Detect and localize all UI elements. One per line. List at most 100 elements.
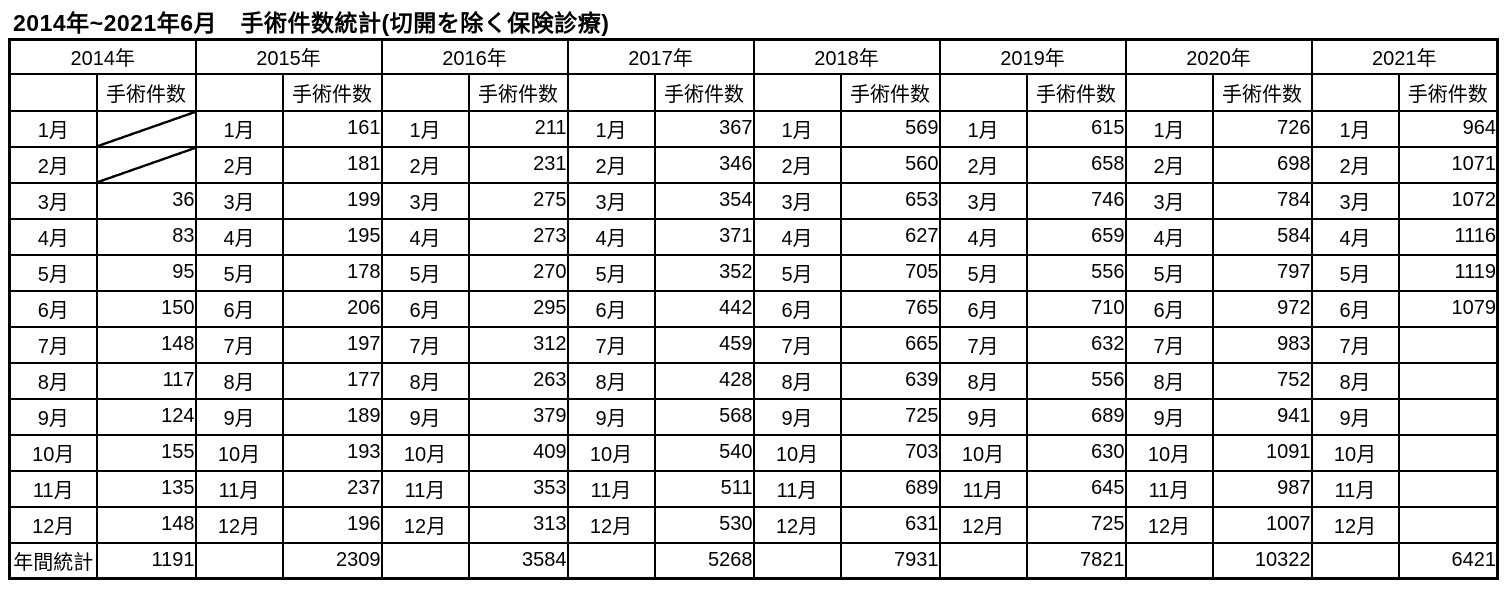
empty-cell xyxy=(752,541,842,580)
month-row: 1月 1月 161 1月 211 1月 367 1月 569 1月 615 1月 726 1月 964 xyxy=(8,109,1499,148)
count-value-cell: 659 xyxy=(1025,217,1127,256)
count-value-cell: 95 xyxy=(95,253,197,292)
count-value-cell xyxy=(1397,505,1499,544)
count-value-cell: 195 xyxy=(281,217,383,256)
month-label-cell: 9月 xyxy=(1124,397,1214,436)
month-label-cell: 6月 xyxy=(752,289,842,328)
count-value-cell: 540 xyxy=(653,433,755,472)
count-value-cell: 409 xyxy=(467,433,569,472)
count-value-cell xyxy=(1397,433,1499,472)
month-label-cell: 8月 xyxy=(566,361,656,400)
month-label-cell: 4月 xyxy=(8,217,98,256)
month-label-cell: 4月 xyxy=(380,217,470,256)
count-value-cell: 752 xyxy=(1211,361,1313,400)
empty-cell xyxy=(1124,541,1214,580)
month-label-cell: 2月 xyxy=(752,145,842,184)
month-label-cell: 5月 xyxy=(752,253,842,292)
no-data-diagonal-cell xyxy=(95,109,197,148)
month-label-cell: 7月 xyxy=(566,325,656,364)
annual-total-value-cell: 7821 xyxy=(1025,541,1127,580)
month-label-cell: 8月 xyxy=(380,361,470,400)
month-label-cell: 2月 xyxy=(194,145,284,184)
month-label-cell: 2月 xyxy=(566,145,656,184)
count-value-cell: 346 xyxy=(653,145,755,184)
count-value-cell: 148 xyxy=(95,505,197,544)
year-header-row: 2014年 2015年 2016年 2017年 2018年 2019年 2020… xyxy=(8,38,1499,75)
month-row: 2月 2月 181 2月 231 2月 346 2月 560 2月 658 2月 698 2月 1071 xyxy=(8,145,1499,184)
count-value-cell: 263 xyxy=(467,361,569,400)
month-label-cell: 7月 xyxy=(1310,325,1400,364)
month-label-cell: 11月 xyxy=(566,469,656,508)
month-label-cell: 6月 xyxy=(194,289,284,328)
month-label-cell: 3月 xyxy=(752,181,842,220)
month-label-cell: 1月 xyxy=(566,109,656,148)
month-label-cell: 9月 xyxy=(380,397,470,436)
year-header-2015: 2015年 xyxy=(194,38,383,75)
month-label-cell: 5月 xyxy=(8,253,98,292)
annual-total-value-cell: 3584 xyxy=(467,541,569,580)
count-value-cell: 1119 xyxy=(1397,253,1499,292)
count-value-cell xyxy=(1397,469,1499,508)
column-subheader-row: 手術件数 手術件数 手術件数 手術件数 手術件数 手術件数 手術件数 手術件数 xyxy=(8,72,1499,112)
count-value-cell: 148 xyxy=(95,325,197,364)
month-label-cell: 4月 xyxy=(752,217,842,256)
month-label-cell: 7月 xyxy=(752,325,842,364)
count-value-cell: 206 xyxy=(281,289,383,328)
month-label-cell: 10月 xyxy=(938,433,1028,472)
count-value-cell: 354 xyxy=(653,181,755,220)
month-label-cell: 6月 xyxy=(8,289,98,328)
month-label-cell: 9月 xyxy=(938,397,1028,436)
count-column-header: 手術件数 xyxy=(1025,72,1127,112)
count-value-cell: 705 xyxy=(839,253,941,292)
month-label-cell: 8月 xyxy=(194,361,284,400)
month-label-cell: 1月 xyxy=(1124,109,1214,148)
month-row: 11月 135 11月 237 11月 353 11月 511 11月 689 11月 645 11月 9… xyxy=(8,469,1499,508)
month-label-cell: 10月 xyxy=(1310,433,1400,472)
month-label-cell: 9月 xyxy=(752,397,842,436)
month-label-cell: 4月 xyxy=(1310,217,1400,256)
count-value-cell: 964 xyxy=(1397,109,1499,148)
count-value-cell: 275 xyxy=(467,181,569,220)
month-label-cell: 12月 xyxy=(380,505,470,544)
count-value-cell: 459 xyxy=(653,325,755,364)
count-value-cell: 653 xyxy=(839,181,941,220)
month-label-cell: 3月 xyxy=(566,181,656,220)
count-value-cell xyxy=(1397,325,1499,364)
count-value-cell: 631 xyxy=(839,505,941,544)
month-label-cell: 12月 xyxy=(752,505,842,544)
count-value-cell: 765 xyxy=(839,289,941,328)
count-value-cell: 193 xyxy=(281,433,383,472)
count-value-cell: 379 xyxy=(467,397,569,436)
count-value-cell: 560 xyxy=(839,145,941,184)
month-label-cell: 6月 xyxy=(566,289,656,328)
month-label-cell: 2月 xyxy=(8,145,98,184)
month-row: 10月 155 10月 193 10月 409 10月 540 10月 703 10月 630 10月 1… xyxy=(8,433,1499,472)
year-header-2021: 2021年 xyxy=(1310,38,1499,75)
empty-cell xyxy=(566,541,656,580)
annual-total-value-cell: 10322 xyxy=(1211,541,1313,580)
count-value-cell: 295 xyxy=(467,289,569,328)
count-value-cell: 353 xyxy=(467,469,569,508)
count-column-header: 手術件数 xyxy=(1211,72,1313,112)
month-label-cell: 11月 xyxy=(1124,469,1214,508)
month-label-cell: 5月 xyxy=(194,253,284,292)
month-label-cell: 2月 xyxy=(938,145,1028,184)
month-row: 12月 148 12月 196 12月 313 12月 530 12月 631 12月 725 12月 1… xyxy=(8,505,1499,544)
month-label-cell: 3月 xyxy=(1124,181,1214,220)
count-value-cell: 197 xyxy=(281,325,383,364)
count-value-cell: 746 xyxy=(1025,181,1127,220)
count-value-cell: 231 xyxy=(467,145,569,184)
count-value-cell: 725 xyxy=(839,397,941,436)
count-value-cell: 273 xyxy=(467,217,569,256)
month-label-cell: 3月 xyxy=(938,181,1028,220)
month-label-cell: 4月 xyxy=(566,217,656,256)
count-value-cell: 632 xyxy=(1025,325,1127,364)
empty-subheader-cell xyxy=(1124,72,1214,112)
count-value-cell: 1071 xyxy=(1397,145,1499,184)
month-label-cell: 9月 xyxy=(1310,397,1400,436)
count-value-cell: 83 xyxy=(95,217,197,256)
month-row: 8月 117 8月 177 8月 263 8月 428 8月 639 8月 556 8月 752 8月 xyxy=(8,361,1499,400)
month-label-cell: 8月 xyxy=(938,361,1028,400)
month-label-cell: 1月 xyxy=(8,109,98,148)
month-row: 4月 83 4月 195 4月 273 4月 371 4月 627 4月 659 4月 584 4月 1116 xyxy=(8,217,1499,256)
